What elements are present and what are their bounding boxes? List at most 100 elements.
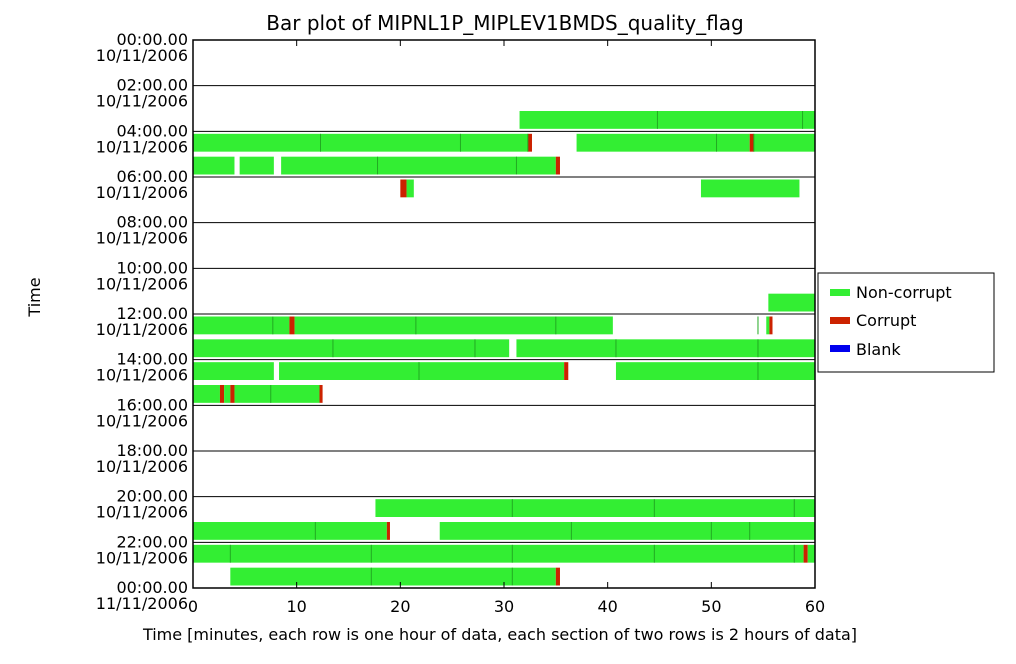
y-tick-time: 22:00.00 [116,532,188,551]
y-tick-time: 04:00.00 [116,121,188,140]
y-tick-time: 14:00.00 [116,350,188,369]
x-tick-label: 10 [286,597,306,616]
non-corrupt-bar-segment [516,339,815,358]
non-corrupt-bar-segment [193,339,510,358]
y-tick-labels: 00:00.0010/11/200602:00.0010/11/200604:0… [96,30,188,613]
corrupt-bar-segment [319,385,323,403]
y-tick-date: 10/11/2006 [96,229,188,248]
plot-frame [192,39,816,589]
y-tick-time: 18:00.00 [116,441,188,460]
legend-swatch-corrupt [830,317,850,324]
bars-layer [193,111,815,586]
y-tick-time: 00:00.00 [116,578,188,597]
non-corrupt-bar-segment [294,316,613,335]
corrupt-bar-segment [769,316,773,335]
y-tick-time: 02:00.00 [116,76,188,95]
non-corrupt-bar-segment [576,133,750,152]
non-corrupt-bar-segment [193,522,387,540]
x-tick-label: 20 [390,597,410,616]
non-corrupt-bar-segment [234,385,320,403]
non-corrupt-bar-segment [193,385,220,403]
non-corrupt-bar-segment [239,156,274,175]
corrupt-bar-segment [555,567,560,586]
corrupt-bar-segment [803,544,808,563]
y-tick-date: 10/11/2006 [96,457,188,476]
non-corrupt-bar-segment [193,362,274,380]
y-tick-date: 10/11/2006 [96,46,188,65]
corrupt-bar-segment [289,316,295,335]
legend-label-corrupt: Corrupt [856,311,916,330]
y-tick-date: 10/11/2006 [96,320,188,339]
corrupt-bar-segment [386,522,390,540]
y-tick-date: 10/11/2006 [96,503,188,522]
corrupt-bar-segment [219,385,225,403]
y-tick-date: 10/11/2006 [96,183,188,202]
y-tick-time: 12:00.00 [116,304,188,323]
non-corrupt-bar-segment [807,544,815,563]
non-corrupt-bar-segment [439,522,815,540]
x-tick-label: 50 [701,597,721,616]
non-corrupt-bar-segment [768,293,815,312]
non-corrupt-bar-segment [279,362,565,380]
x-tick-label: 30 [494,597,514,616]
y-tick-time: 08:00.00 [116,213,188,232]
non-corrupt-bar-segment [700,179,800,198]
y-tick-time: 10:00.00 [116,258,188,277]
corrupt-bar-segment [400,179,407,198]
y-tick-time: 00:00.00 [116,30,188,49]
non-corrupt-bar-segment [753,133,815,152]
y-tick-date: 10/11/2006 [96,548,188,567]
x-tick-label: 60 [805,597,825,616]
legend-swatch-non-corrupt [830,289,850,296]
y-tick-date: 10/11/2006 [96,411,188,430]
non-corrupt-bar-segment [193,156,235,175]
y-tick-time: 06:00.00 [116,167,188,186]
y-tick-time: 20:00.00 [116,487,188,506]
legend: Non-corrupt Corrupt Blank [817,272,995,373]
legend-label-blank: Blank [856,340,901,359]
non-corrupt-bar-segment [406,179,414,198]
y-tick-date: 10/11/2006 [96,92,188,111]
legend-label-non-corrupt: Non-corrupt [856,283,952,302]
non-corrupt-bar-segment [375,499,815,517]
y-tick-date: 10/11/2006 [96,137,188,156]
non-corrupt-bar-segment [230,567,556,586]
x-tick-label: 0 [188,597,198,616]
non-corrupt-bar-segment [224,385,231,403]
y-axis-label: Time [25,277,44,317]
non-corrupt-bar-segment [281,156,556,175]
non-corrupt-bar-segment [193,316,290,335]
section-dividers [193,85,815,543]
y-tick-date: 10/11/2006 [96,366,188,385]
x-axis-label: Time [minutes, each row is one hour of d… [142,625,857,644]
y-tick-date: 11/11/2006 [96,594,188,613]
corrupt-bar-segment [555,156,560,175]
corrupt-bar-segment [527,133,532,152]
non-corrupt-bar-segment [766,316,770,335]
y-tick-date: 10/11/2006 [96,274,188,293]
non-corrupt-bar-segment [193,544,804,563]
chart-title: Bar plot of MIPNL1P_MIPLEV1BMDS_quality_… [266,11,743,35]
non-corrupt-bar-segment [193,133,528,152]
legend-swatch-blank [830,345,850,352]
x-tick-label: 40 [597,597,617,616]
corrupt-bar-segment [749,133,754,152]
x-tick-labels: 0 10 20 30 40 50 60 [188,40,825,616]
non-corrupt-bar-segment [519,111,815,129]
y-tick-time: 16:00.00 [116,395,188,414]
corrupt-bar-segment [230,385,235,403]
